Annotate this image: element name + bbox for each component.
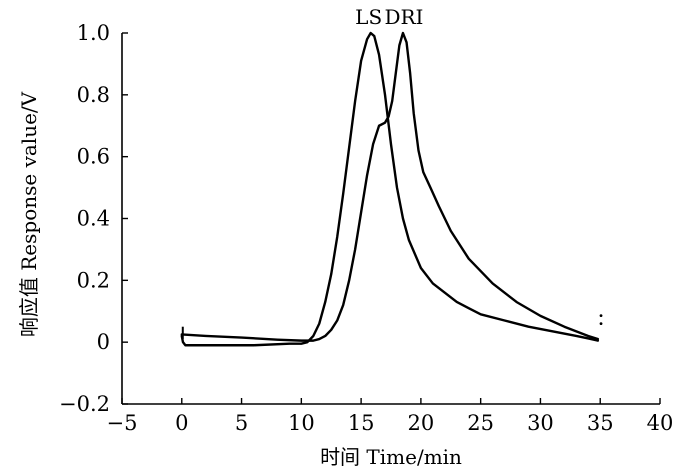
end-dot	[599, 322, 603, 326]
y-axis-title: 响应值 Response value/V	[17, 91, 41, 337]
x-tick-label: 5	[235, 411, 248, 435]
y-tick-label: 0.8	[77, 83, 110, 107]
y-tick-label: 0	[97, 330, 110, 354]
y-tick-label: 1.0	[77, 21, 110, 45]
y-tick-label: 0.6	[77, 145, 110, 169]
x-tick-label: 0	[175, 411, 188, 435]
series-line-dri	[180, 31, 600, 342]
y-tick-label: 0.2	[77, 268, 110, 292]
series	[180, 31, 600, 347]
series-label-dri: DRI	[384, 5, 423, 29]
x-axis-title: 时间 Time/min	[320, 445, 462, 469]
x-tick-label: 15	[348, 411, 375, 435]
y-tick-label: 0.4	[77, 207, 110, 231]
ticks: −5 0 5 10 15 20 25 30 35 40 −0.2 0 0.2 0.4 0.6 0.8 1.0	[59, 21, 673, 435]
x-tick-label: −5	[107, 411, 138, 435]
y-tick-label: −0.2	[59, 392, 110, 416]
x-tick-label: 40	[647, 411, 674, 435]
x-tick-label: 25	[467, 411, 494, 435]
series-label-ls: LS	[355, 5, 382, 29]
end-dot	[599, 314, 603, 318]
x-tick-label: 35	[587, 411, 614, 435]
x-tick-label: 30	[527, 411, 554, 435]
series-line-ls	[180, 31, 600, 347]
x-tick-label: 10	[288, 411, 315, 435]
axes	[121, 33, 660, 405]
x-tick-label: 20	[408, 411, 435, 435]
annotations	[181, 314, 603, 340]
